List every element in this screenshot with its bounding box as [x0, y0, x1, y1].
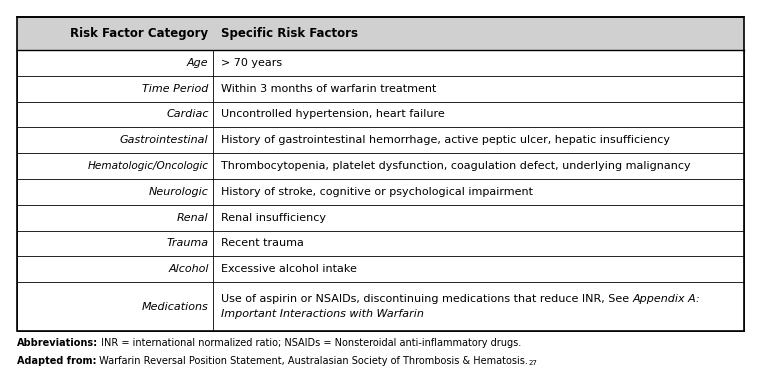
Text: Abbreviations:: Abbreviations: [17, 338, 98, 348]
Text: Neurologic: Neurologic [148, 187, 209, 197]
Bar [17, 179, 744, 205]
Bar [17, 231, 744, 257]
Text: Time Period: Time Period [142, 84, 209, 94]
Bar [17, 17, 744, 50]
Text: Hematologic/Oncologic: Hematologic/Oncologic [88, 161, 209, 171]
Bar [17, 101, 744, 127]
Bar [17, 127, 744, 153]
Text: Adapted from:: Adapted from: [17, 356, 96, 366]
Text: Cardiac: Cardiac [166, 110, 209, 119]
Bar [17, 17, 744, 331]
Text: Renal: Renal [177, 213, 209, 223]
Text: Specific Risk Factors: Specific Risk Factors [221, 27, 358, 40]
Text: Thrombocytopenia, platelet dysfunction, coagulation defect, underlying malignanc: Thrombocytopenia, platelet dysfunction, … [221, 161, 690, 171]
Text: > 70 years: > 70 years [221, 58, 282, 68]
Text: Alcohol: Alcohol [168, 264, 209, 274]
Text: Age: Age [187, 58, 209, 68]
Text: INR = international normalized ratio; NSAIDs = Nonsteroidal anti-inflammatory dr: INR = international normalized ratio; NS… [98, 338, 521, 348]
Text: Appendix A:: Appendix A: [632, 294, 700, 304]
Bar [17, 76, 744, 101]
Text: History of gastrointestinal hemorrhage, active peptic ulcer, hepatic insufficien: History of gastrointestinal hemorrhage, … [221, 135, 670, 145]
Text: Within 3 months of warfarin treatment: Within 3 months of warfarin treatment [221, 84, 436, 94]
Text: Risk Factor Category: Risk Factor Category [71, 27, 209, 40]
Text: Renal insufficiency: Renal insufficiency [221, 213, 326, 223]
Text: Recent trauma: Recent trauma [221, 239, 304, 248]
Bar [17, 282, 744, 331]
Text: 27: 27 [528, 360, 537, 366]
Bar [17, 153, 744, 179]
Text: Important Interactions with Warfarin: Important Interactions with Warfarin [221, 309, 424, 319]
Text: Excessive alcohol intake: Excessive alcohol intake [221, 264, 357, 274]
Text: Medications: Medications [142, 301, 209, 312]
Text: Warfarin Reversal Position Statement, Australasian Society of Thrombosis & Hemat: Warfarin Reversal Position Statement, Au… [96, 356, 528, 366]
Bar [17, 205, 744, 231]
Text: Trauma: Trauma [167, 239, 209, 248]
Text: Gastrointestinal: Gastrointestinal [120, 135, 209, 145]
Text: History of stroke, cognitive or psychological impairment: History of stroke, cognitive or psycholo… [221, 187, 533, 197]
Text: Use of aspirin or NSAIDs, discontinuing medications that reduce INR, See: Use of aspirin or NSAIDs, discontinuing … [221, 294, 632, 304]
Bar [17, 257, 744, 282]
Text: Uncontrolled hypertension, heart failure: Uncontrolled hypertension, heart failure [221, 110, 444, 119]
Bar [17, 50, 744, 76]
